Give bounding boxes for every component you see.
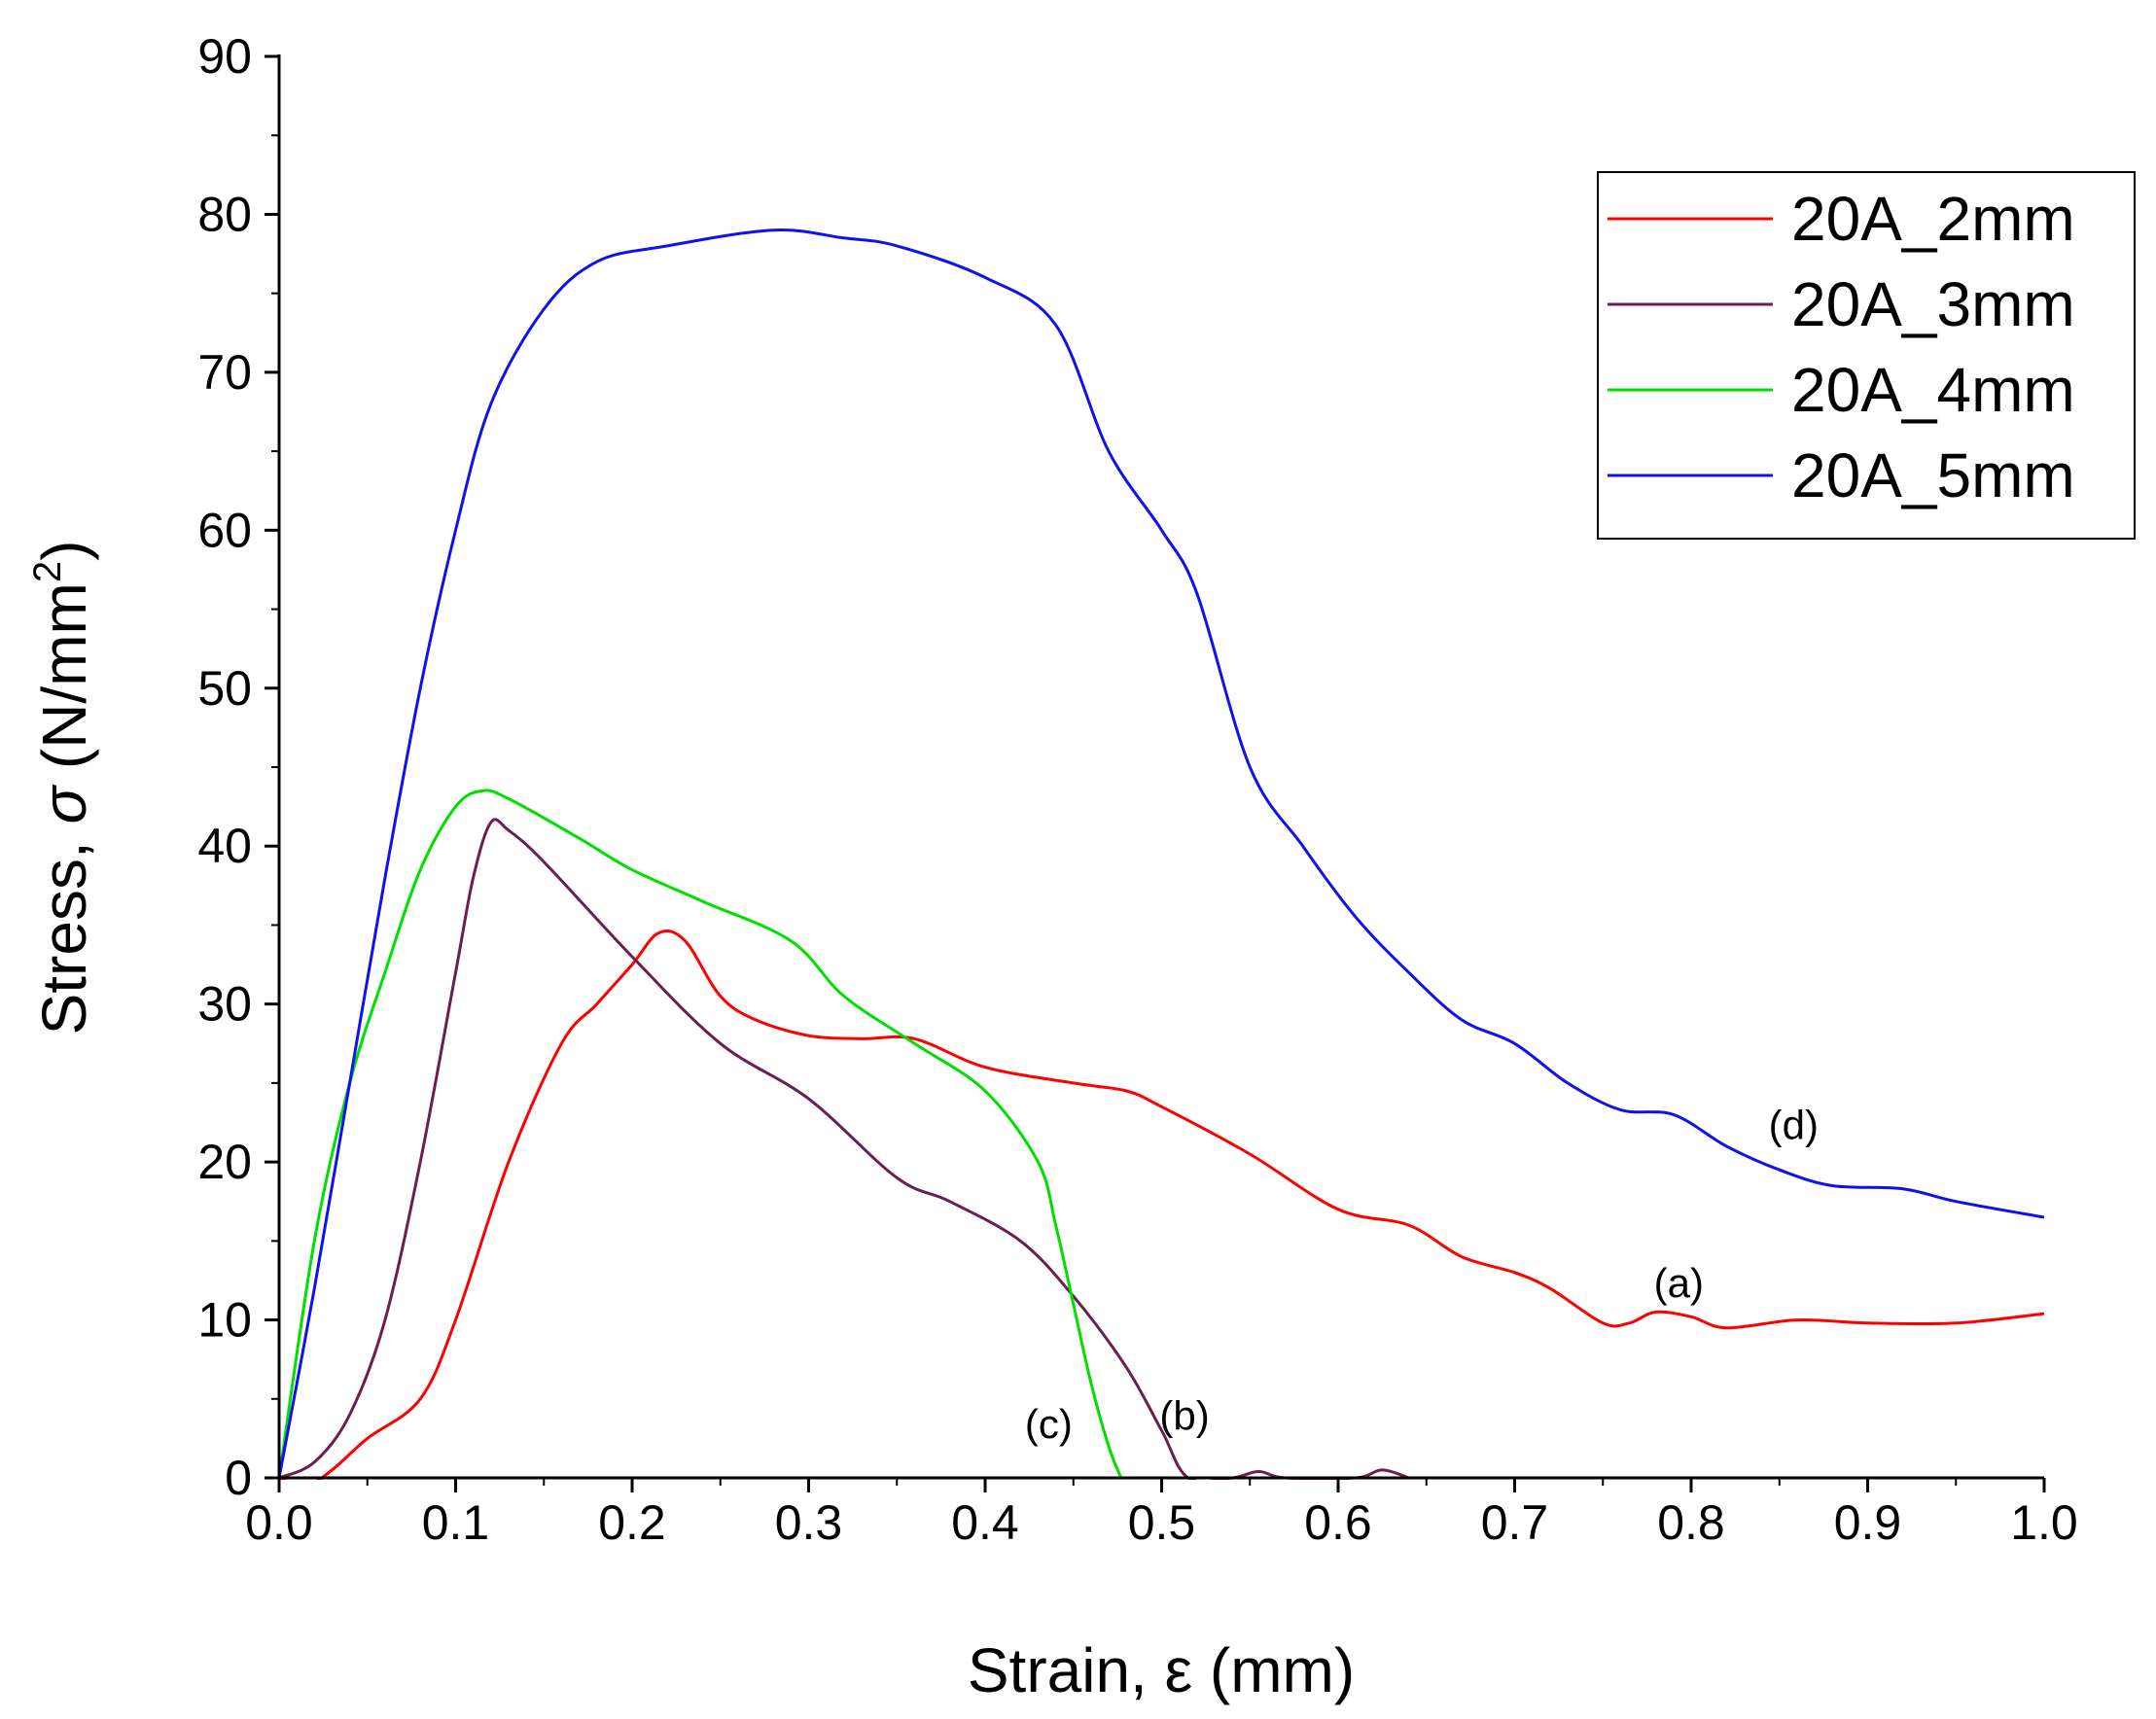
y-tick-label: 80 xyxy=(197,187,252,241)
x-tick-label: 0.3 xyxy=(775,1495,843,1550)
legend-label-20a-4mm: 20A_4mm xyxy=(1791,355,2075,425)
x-tick-label: 0.8 xyxy=(1657,1495,1725,1550)
series-line-20a-3mm xyxy=(279,818,1410,1480)
series-line-20a-4mm xyxy=(279,789,1123,1479)
y-axis-title-close: ) xyxy=(29,541,99,561)
y-tick-label: 40 xyxy=(197,819,252,873)
y-tick-label: 60 xyxy=(197,503,252,557)
y-tick-label: 10 xyxy=(197,1293,252,1348)
x-tick-label: 1.0 xyxy=(2010,1495,2078,1550)
annotation-layer: (a) (b) (c) (d) xyxy=(1025,1103,1819,1447)
x-tick-label: 0.5 xyxy=(1128,1495,1196,1550)
y-tick-label: 70 xyxy=(197,345,252,400)
legend-label-20a-3mm: 20A_3mm xyxy=(1791,269,2075,339)
y-tick-label: 30 xyxy=(197,977,252,1032)
legend-box xyxy=(1597,171,2136,540)
y-tick-label: 90 xyxy=(197,29,252,84)
legend-label-20a-2mm: 20A_2mm xyxy=(1791,184,2075,254)
curve-annotation: (c) xyxy=(1025,1401,1073,1447)
x-tick-label: 0.1 xyxy=(422,1495,490,1550)
y-tick-label: 0 xyxy=(225,1451,252,1505)
series-line-20a-5mm xyxy=(279,228,2044,1479)
x-tick-label: 0.9 xyxy=(1834,1495,1902,1550)
y-axis-title-unit: (N/mm xyxy=(29,582,99,787)
legend: 20A_2mm 20A_3mm 20A_4mm 20A_5mm xyxy=(1597,171,2136,540)
y-axis-title-prefix: Stress, xyxy=(29,824,99,1035)
x-tick-label: 0.0 xyxy=(245,1495,313,1550)
y-tick-label: 20 xyxy=(197,1135,252,1189)
x-tick-label: 0.2 xyxy=(598,1495,666,1550)
legend-label-20a-5mm: 20A_5mm xyxy=(1791,440,2075,510)
curve-annotation: (b) xyxy=(1159,1393,1209,1439)
y-axis-title-power: 2 xyxy=(26,561,69,582)
x-tick-label: 0.4 xyxy=(951,1495,1019,1550)
y-axis-title-symbol: σ xyxy=(29,784,99,824)
x-tick-label: 0.6 xyxy=(1304,1495,1372,1550)
curve-annotation: (a) xyxy=(1654,1260,1704,1306)
x-tick-label: 0.7 xyxy=(1481,1495,1549,1550)
axes-layer: 0.0 0.1 0.2 0.3 0.4 0.5 0.6 0.7 0.8 0.9 1.0 0 10 20 30… xyxy=(197,29,2077,1550)
y-axis-title: Stress, σ (N/mm2) xyxy=(26,541,99,1035)
curve-annotation: (d) xyxy=(1769,1103,1819,1148)
y-tick-label: 50 xyxy=(197,661,252,716)
series-line-20a-2mm xyxy=(279,930,2044,1480)
x-axis-title: Strain, ε (mm) xyxy=(968,1635,1355,1705)
